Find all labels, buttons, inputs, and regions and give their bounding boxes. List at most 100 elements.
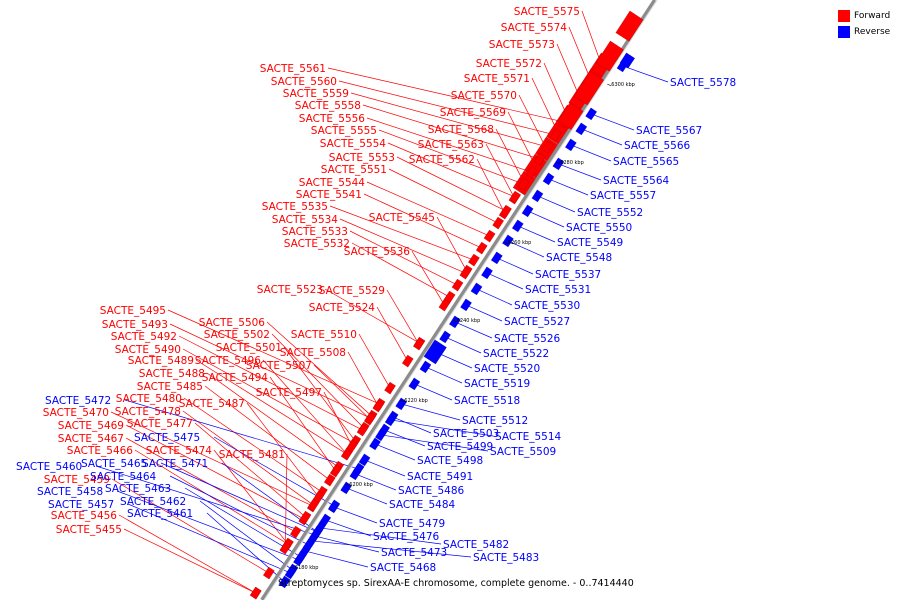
forward-gene-label: SACTE_5553 xyxy=(329,152,395,164)
forward-gene-label: SACTE_5490 xyxy=(115,344,181,356)
reverse-gene-label: SACTE_5557 xyxy=(590,190,656,202)
forward-gene-label: SACTE_5551 xyxy=(321,164,387,176)
forward-leader-line xyxy=(269,376,336,472)
forward-gene-label: SACTE_5533 xyxy=(282,226,348,238)
reverse-gene-label: SACTE_5482 xyxy=(443,539,509,551)
reverse-gene-block xyxy=(294,550,307,564)
forward-leader-line xyxy=(111,478,270,574)
reverse-gene-label: SACTE_5565 xyxy=(613,156,679,168)
forward-gene-block xyxy=(459,266,472,280)
forward-gene-block xyxy=(451,278,464,292)
forward-gene-label: SACTE_5488 xyxy=(139,368,205,380)
legend-forward-label: Forward xyxy=(854,11,891,21)
reverse-gene-label: SACTE_5462 xyxy=(120,496,186,508)
gene-features xyxy=(249,10,644,600)
reverse-gene-label: SACTE_5465 xyxy=(81,458,147,470)
forward-gene-label: SACTE_5480 xyxy=(116,393,182,405)
reverse-leader-line xyxy=(591,113,635,131)
forward-gene-label: SACTE_5493 xyxy=(102,319,168,331)
tick-label: 6280 kbp xyxy=(560,160,584,166)
reverse-leader-line xyxy=(346,487,388,505)
reverse-gene-block xyxy=(542,172,555,186)
forward-gene-label: SACTE_5535 xyxy=(262,201,328,213)
forward-gene-label: SACTE_5541 xyxy=(296,189,362,201)
forward-leader-line xyxy=(518,94,547,150)
forward-gene-label: SACTE_5469 xyxy=(58,420,124,432)
forward-leader-line xyxy=(284,453,288,549)
forward-leader-line xyxy=(387,142,516,198)
reverse-gene-label: SACTE_5566 xyxy=(624,140,691,152)
reverse-leader-line xyxy=(319,527,442,545)
reverse-gene-label: SACTE_5461 xyxy=(127,508,193,520)
forward-leader-line xyxy=(351,242,450,298)
reverse-leader-line xyxy=(127,503,291,574)
tick-mark xyxy=(400,399,405,403)
reverse-leader-line xyxy=(390,419,494,437)
reverse-leader-line xyxy=(496,257,534,275)
scale-ticks: 6180 kbp 6200 kbp 6220 kbp 6240 kbp 6260 kbp… xyxy=(290,82,635,571)
reverse-gene-label: SACTE_5499 xyxy=(427,441,493,453)
reverse-gene-label: SACTE_5498 xyxy=(417,455,483,467)
tick-mark xyxy=(556,161,561,165)
forward-leader-line xyxy=(507,111,536,167)
forward-leader-line xyxy=(110,411,313,507)
forward-gene-label: SACTE_5561 xyxy=(260,63,326,75)
forward-swatch xyxy=(838,10,850,22)
reverse-gene-block xyxy=(368,437,382,451)
forward-leader-line xyxy=(183,397,323,493)
legend-reverse-label: Reverse xyxy=(854,27,891,37)
forward-leader-line xyxy=(213,449,289,545)
forward-leader-line xyxy=(556,43,581,99)
forward-gene-block xyxy=(372,399,385,413)
reverse-leader-line xyxy=(380,434,489,452)
reverse-gene-block xyxy=(384,413,397,427)
forward-gene-block xyxy=(509,190,522,204)
forward-gene-label: SACTE_5501 xyxy=(216,342,282,354)
forward-gene-label: SACTE_5534 xyxy=(272,214,339,226)
forward-gene-label: SACTE_5496 xyxy=(195,355,262,367)
reverse-gene-label: SACTE_5458 xyxy=(37,486,103,498)
tick-label: 6200 kbp xyxy=(349,482,373,488)
reverse-gene-block xyxy=(423,339,447,365)
forward-gene-label: SACTE_5478 xyxy=(115,406,181,418)
reverse-gene-label: SACTE_5518 xyxy=(454,395,520,407)
forward-gene-block xyxy=(492,216,505,230)
forward-leader-line xyxy=(543,62,568,118)
forward-gene-block xyxy=(525,165,538,179)
reverse-gene-block xyxy=(564,138,577,152)
reverse-gene-block xyxy=(470,282,483,296)
forward-leader-line xyxy=(283,346,356,442)
forward-leader-line xyxy=(436,216,467,272)
forward-gene-label: SACTE_5470 xyxy=(43,407,109,419)
forward-gene-label: SACTE_5556 xyxy=(299,113,366,125)
forward-gene-label: SACTE_5568 xyxy=(428,124,494,136)
forward-gene-block xyxy=(279,541,292,555)
forward-leader-line xyxy=(178,335,363,431)
reverse-leader-line xyxy=(537,195,576,213)
forward-leader-line xyxy=(338,80,556,136)
reverse-swatch xyxy=(838,26,850,38)
reverse-gene-block xyxy=(408,377,421,391)
forward-gene-label: SACTE_5536 xyxy=(344,246,411,258)
reverse-gene-label: SACTE_5509 xyxy=(490,446,556,458)
tick-label: 6260 kbp xyxy=(508,240,532,246)
forward-gene-label: SACTE_5485 xyxy=(137,381,203,393)
reverse-gene-block xyxy=(552,157,565,171)
reverse-gene-label: SACTE_5578 xyxy=(670,77,736,89)
forward-gene-block xyxy=(307,498,320,512)
leader-lines xyxy=(95,10,669,594)
forward-leader-line xyxy=(246,402,319,498)
reverse-gene-block xyxy=(419,360,432,374)
forward-leader-line xyxy=(118,514,256,594)
reverse-leader-line xyxy=(622,65,669,83)
reverse-gene-label: SACTE_5475 xyxy=(134,432,200,444)
reverse-leader-line xyxy=(581,128,623,146)
reverse-gene-block xyxy=(439,330,452,344)
reverse-gene-label: SACTE_5512 xyxy=(462,415,528,427)
forward-leader-line xyxy=(206,372,339,468)
forward-gene-label: SACTE_5545 xyxy=(369,212,435,224)
reverse-leader-line xyxy=(425,366,463,384)
forward-gene-label: SACTE_5474 xyxy=(146,445,213,457)
forward-gene-block xyxy=(517,177,530,191)
